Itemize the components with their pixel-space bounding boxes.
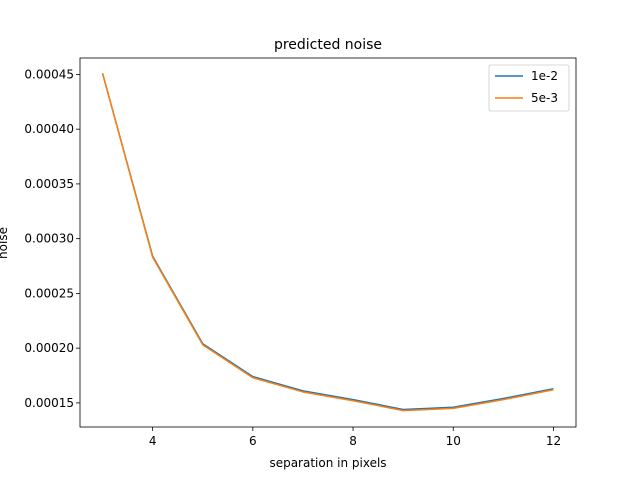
y-tick-label: 0.00040 [24,122,74,136]
x-axis-label: separation in pixels [269,456,386,470]
y-tick-label: 0.00025 [24,286,74,300]
y-tick-label: 0.00030 [24,232,74,246]
y-axis-label: noise [0,227,10,259]
x-tick-label: 6 [249,434,257,448]
legend-label: 1e-2 [531,69,558,83]
legend-label: 5e-3 [531,91,558,105]
x-tick-label: 12 [546,434,561,448]
axes-frame [79,57,577,428]
legend: 1e-2 5e-3 [488,64,570,112]
x-tick-label: 4 [149,434,157,448]
y-tick-label: 0.00045 [24,67,74,81]
chart-title: predicted noise [274,37,382,53]
series-layer [101,73,554,412]
x-tick-label: 10 [446,434,461,448]
y-tick-label: 0.00035 [24,177,74,191]
y-tick-label: 0.00020 [24,341,74,355]
y-axis: 0.00015 0.00020 0.00025 0.00030 0.00035 0.000… [24,67,80,410]
y-tick-label: 0.00015 [24,396,74,410]
series-line [101,73,554,412]
x-tick-label: 8 [349,434,357,448]
x-axis: 4 6 8 10 12 [149,427,561,448]
